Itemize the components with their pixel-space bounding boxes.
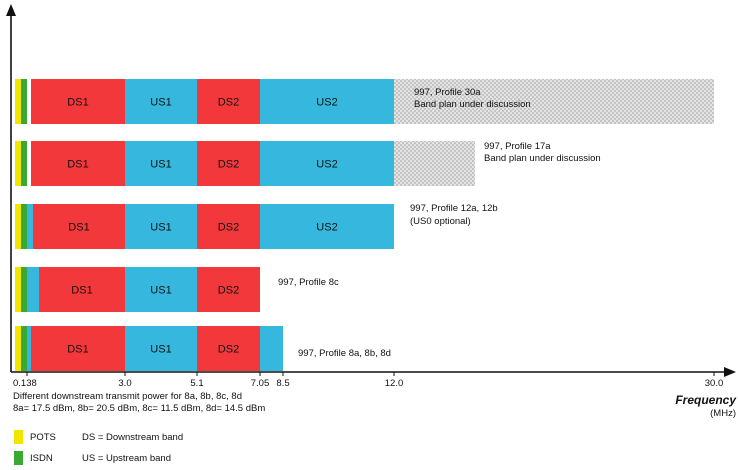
band-label: DS2 [218,285,239,297]
x-tick-label: 30.0 [705,378,724,389]
band-label: US2 [316,222,337,234]
band-us0 [27,267,39,312]
band-pots [15,267,21,312]
band-label: DS2 [218,222,239,234]
band-pots [15,204,21,249]
band-ds [197,141,260,186]
profile-label: 997, Profile 8a, 8b, 8d [298,348,391,359]
profile-row: DS1 US1 DS2 997, Profile 8a, 8b, 8d [15,326,391,371]
band-isdn [21,141,27,186]
band-ds [197,326,260,371]
band-label: US1 [150,344,171,356]
band-label: US2 [316,159,337,171]
band-pots [15,79,21,124]
band-isdn [21,204,27,249]
band-us0 [27,326,31,371]
profile-label: 997, Profile 17a [484,141,551,152]
band-us [125,326,197,371]
x-axis-label: Frequency [675,393,737,407]
band-us [125,204,197,249]
legend-description: US = Upstream band [82,453,171,464]
x-axis-ticks: 0.138 3.0 5.1 7.05 8.5 12.0 30.0 [13,372,723,389]
profile-sublabel: (US0 optional) [410,216,471,227]
x-tick-label: 0.138 [13,378,37,389]
band-label: DS1 [67,97,88,109]
legend-name: POTS [30,432,56,443]
band-us [260,204,394,249]
x-tick-label: 12.0 [385,378,404,389]
profile-label: 997, Profile 12a, 12b [410,203,498,214]
x-tick-label: 5.1 [190,378,203,389]
band-us0 [27,204,33,249]
band-label: DS2 [218,97,239,109]
band-pots [15,326,21,371]
isdn-swatch [14,451,23,465]
profile-row: DS1 US1 DS2 US2 997, Profile 12a, 12b (US0 op… [15,203,498,249]
band-us [260,79,394,124]
band-label: US1 [150,222,171,234]
band-under-discussion [394,79,714,124]
pots-swatch [14,430,23,444]
band-ds [33,204,125,249]
power-note-line-2: 8a= 17.5 dBm, 8b= 20.5 dBm, 8c= 11.5 dBm… [13,403,265,414]
legend-description: DS = Downstream band [82,432,183,443]
band-label: DS1 [68,222,89,234]
band-ds [197,204,260,249]
band-isdn [21,267,27,312]
band-us [260,326,283,371]
x-tick-label: 3.0 [118,378,131,389]
x-axis-unit: (MHz) [710,408,736,419]
band-us [125,79,197,124]
band-ds [31,326,125,371]
band-ds [31,141,125,186]
band-label: US1 [150,159,171,171]
power-note-line-1: Different downstream transmit power for … [13,391,242,402]
y-axis-arrow-icon [6,4,16,16]
profile-label: 997, Profile 30a [414,87,481,98]
band-ds [197,79,260,124]
legend: POTS DS = Downstream band ISDN US = Upstrea… [14,430,183,465]
band-us [260,141,394,186]
band-ds [31,79,125,124]
band-label: DS2 [218,344,239,356]
band-us [125,141,197,186]
band-label: DS1 [71,285,92,297]
profile-sublabel: Band plan under discussion [484,153,601,164]
legend-name: ISDN [30,453,53,464]
band-isdn [21,326,27,371]
profile-label: 997, Profile 8c [278,277,339,288]
profile-row: DS1 US1 DS2 997, Profile 8c [15,267,339,312]
x-tick-label: 7.05 [251,378,270,389]
band-us [125,267,197,312]
band-label: DS1 [67,344,88,356]
band-label: US1 [150,97,171,109]
band-ds [39,267,125,312]
band-ds [197,267,260,312]
band-label: US1 [150,285,171,297]
band-label: DS2 [218,159,239,171]
profile-sublabel: Band plan under discussion [414,99,531,110]
band-label: DS1 [67,159,88,171]
band-under-discussion [394,141,475,186]
x-tick-label: 8.5 [276,378,289,389]
band-label: US2 [316,97,337,109]
band-pots [15,141,21,186]
band-isdn [21,79,27,124]
x-axis-arrow-icon [724,367,736,377]
